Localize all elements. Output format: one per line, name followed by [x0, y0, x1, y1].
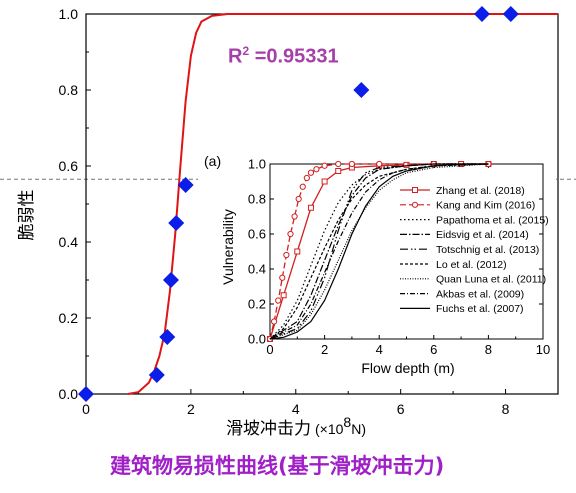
inset-series-marker [335, 168, 342, 174]
main-x-axis-label: 滑坡冲击力 (×108N) [226, 414, 366, 439]
inset-y-tick-label: 0.6 [248, 227, 266, 242]
inset-series-line [269, 163, 489, 340]
main-x-tick-label: 4 [292, 401, 300, 417]
inset-series-marker [283, 251, 290, 259]
data-point [162, 272, 179, 288]
inset-series-marker [307, 204, 314, 211]
main-y-tick-label: 0.8 [59, 82, 79, 98]
inset-background [198, 150, 556, 382]
inset-series-line [269, 163, 489, 340]
inset-chart: 0 2 4 6 8 10 0.0 0.2 0.4 0.6 0.8 1.0 (a) Vulnerabil… [198, 150, 556, 382]
r-squared-annotation: R2 =0.95331 [228, 44, 339, 68]
inset-series-marker [303, 174, 310, 182]
legend-label: Akbas et al. (2009) [436, 288, 524, 300]
inset-series-marker [335, 160, 342, 168]
inset-series-line [269, 163, 489, 340]
inset-x-tick-label: 2 [321, 342, 328, 357]
data-point [177, 177, 194, 193]
inset-y-tick-label: 0.0 [248, 332, 266, 347]
inset-y-tick-label: 0.4 [248, 262, 266, 277]
data-point [159, 329, 176, 345]
data-point [168, 215, 185, 231]
inset-series-marker [403, 161, 410, 168]
data-point [148, 367, 165, 383]
inset-series-marker [321, 178, 328, 185]
inset-x-tick-label: 4 [376, 342, 383, 357]
data-points [78, 6, 519, 402]
legend-label: Zhang et al. (2018) [436, 185, 525, 197]
inset-panel-label: (a) [204, 153, 221, 169]
main-y-tick-label: 0.0 [59, 386, 79, 402]
inset-y-tick-label: 0.2 [248, 297, 266, 312]
inset-series-line [269, 163, 489, 340]
main-x-tick-label: 8 [502, 401, 510, 417]
inset-series-marker [279, 274, 286, 281]
inset-x-axis-label: Flow depth (m) [361, 360, 454, 376]
legend-label: Totschnig et al. (2013) [436, 244, 539, 256]
legend-label: Fuchs et al. (2007) [436, 303, 524, 315]
main-chart: 0 2 4 6 8 0.0 0.2 0.4 0.6 0.8 1.0 脆弱性 滑坡冲击力 (×108N) [0, 6, 576, 439]
main-y-tick-label: 0.4 [59, 234, 79, 250]
inset-y-axis-label: Vulnerability [220, 209, 236, 285]
inset-ticks: 0 2 4 6 8 10 0.0 0.2 0.4 0.6 0.8 1.0 [248, 157, 550, 358]
legend-marker [412, 187, 418, 193]
legend-label: Eidsvig et al. (2014) [436, 229, 529, 241]
inset-series-marker [280, 292, 287, 299]
legend-label: Lo et al. (2012) [436, 259, 507, 271]
figure-caption: 建筑物易损性曲线(基于滑坡冲击力) [110, 454, 445, 478]
inset-series-line [269, 163, 489, 340]
data-point [78, 386, 94, 402]
inset-series-marker [307, 169, 315, 176]
inset-series-line [269, 163, 489, 340]
legend-label: Papathoma et al. (2015) [436, 214, 549, 226]
main-y-axis-label: 脆弱性 [17, 190, 37, 241]
main-x-tick-label: 0 [82, 401, 90, 417]
inset-series-marker [291, 213, 298, 220]
inset-series-marker [294, 248, 301, 255]
data-point [502, 6, 519, 22]
inset-series [266, 160, 492, 343]
inset-series-marker [275, 297, 282, 304]
data-point [353, 82, 370, 98]
main-y-tick-label: 0.2 [59, 310, 79, 326]
inset-x-tick-label: 10 [536, 342, 550, 357]
main-ticks: 0 2 4 6 8 0.0 0.2 0.4 0.6 0.8 1.0 [59, 6, 510, 417]
legend-label: Kang and Kim (2016) [436, 200, 535, 212]
inset-series-marker [287, 230, 294, 238]
inset-legend: Zhang et al. (2018) Kang and Kim (2016) Pa… [400, 185, 549, 315]
inset-series-marker [270, 318, 278, 325]
main-y-tick-label: 0.6 [59, 158, 79, 174]
inset-series-marker [348, 160, 355, 168]
inset-x-tick-label: 8 [485, 342, 492, 357]
inset-y-tick-label: 0.8 [248, 192, 266, 207]
main-x-tick-label: 2 [187, 401, 195, 417]
inset-x-tick-label: 0 [266, 342, 273, 357]
inset-y-tick-label: 1.0 [248, 157, 266, 172]
main-x-tick-label: 6 [397, 401, 405, 417]
inset-series-marker [376, 160, 383, 168]
legend-marker [411, 201, 419, 208]
inset-series-marker [313, 166, 320, 173]
inset-x-tick-label: 6 [430, 342, 437, 357]
legend-label: Quan Luna et al. (2011) [436, 274, 546, 286]
main-y-tick-label: 1.0 [59, 6, 79, 22]
inset-series-marker [295, 195, 302, 203]
data-point [473, 6, 490, 22]
inset-series-marker [299, 183, 306, 190]
inset-series-marker [321, 162, 328, 169]
